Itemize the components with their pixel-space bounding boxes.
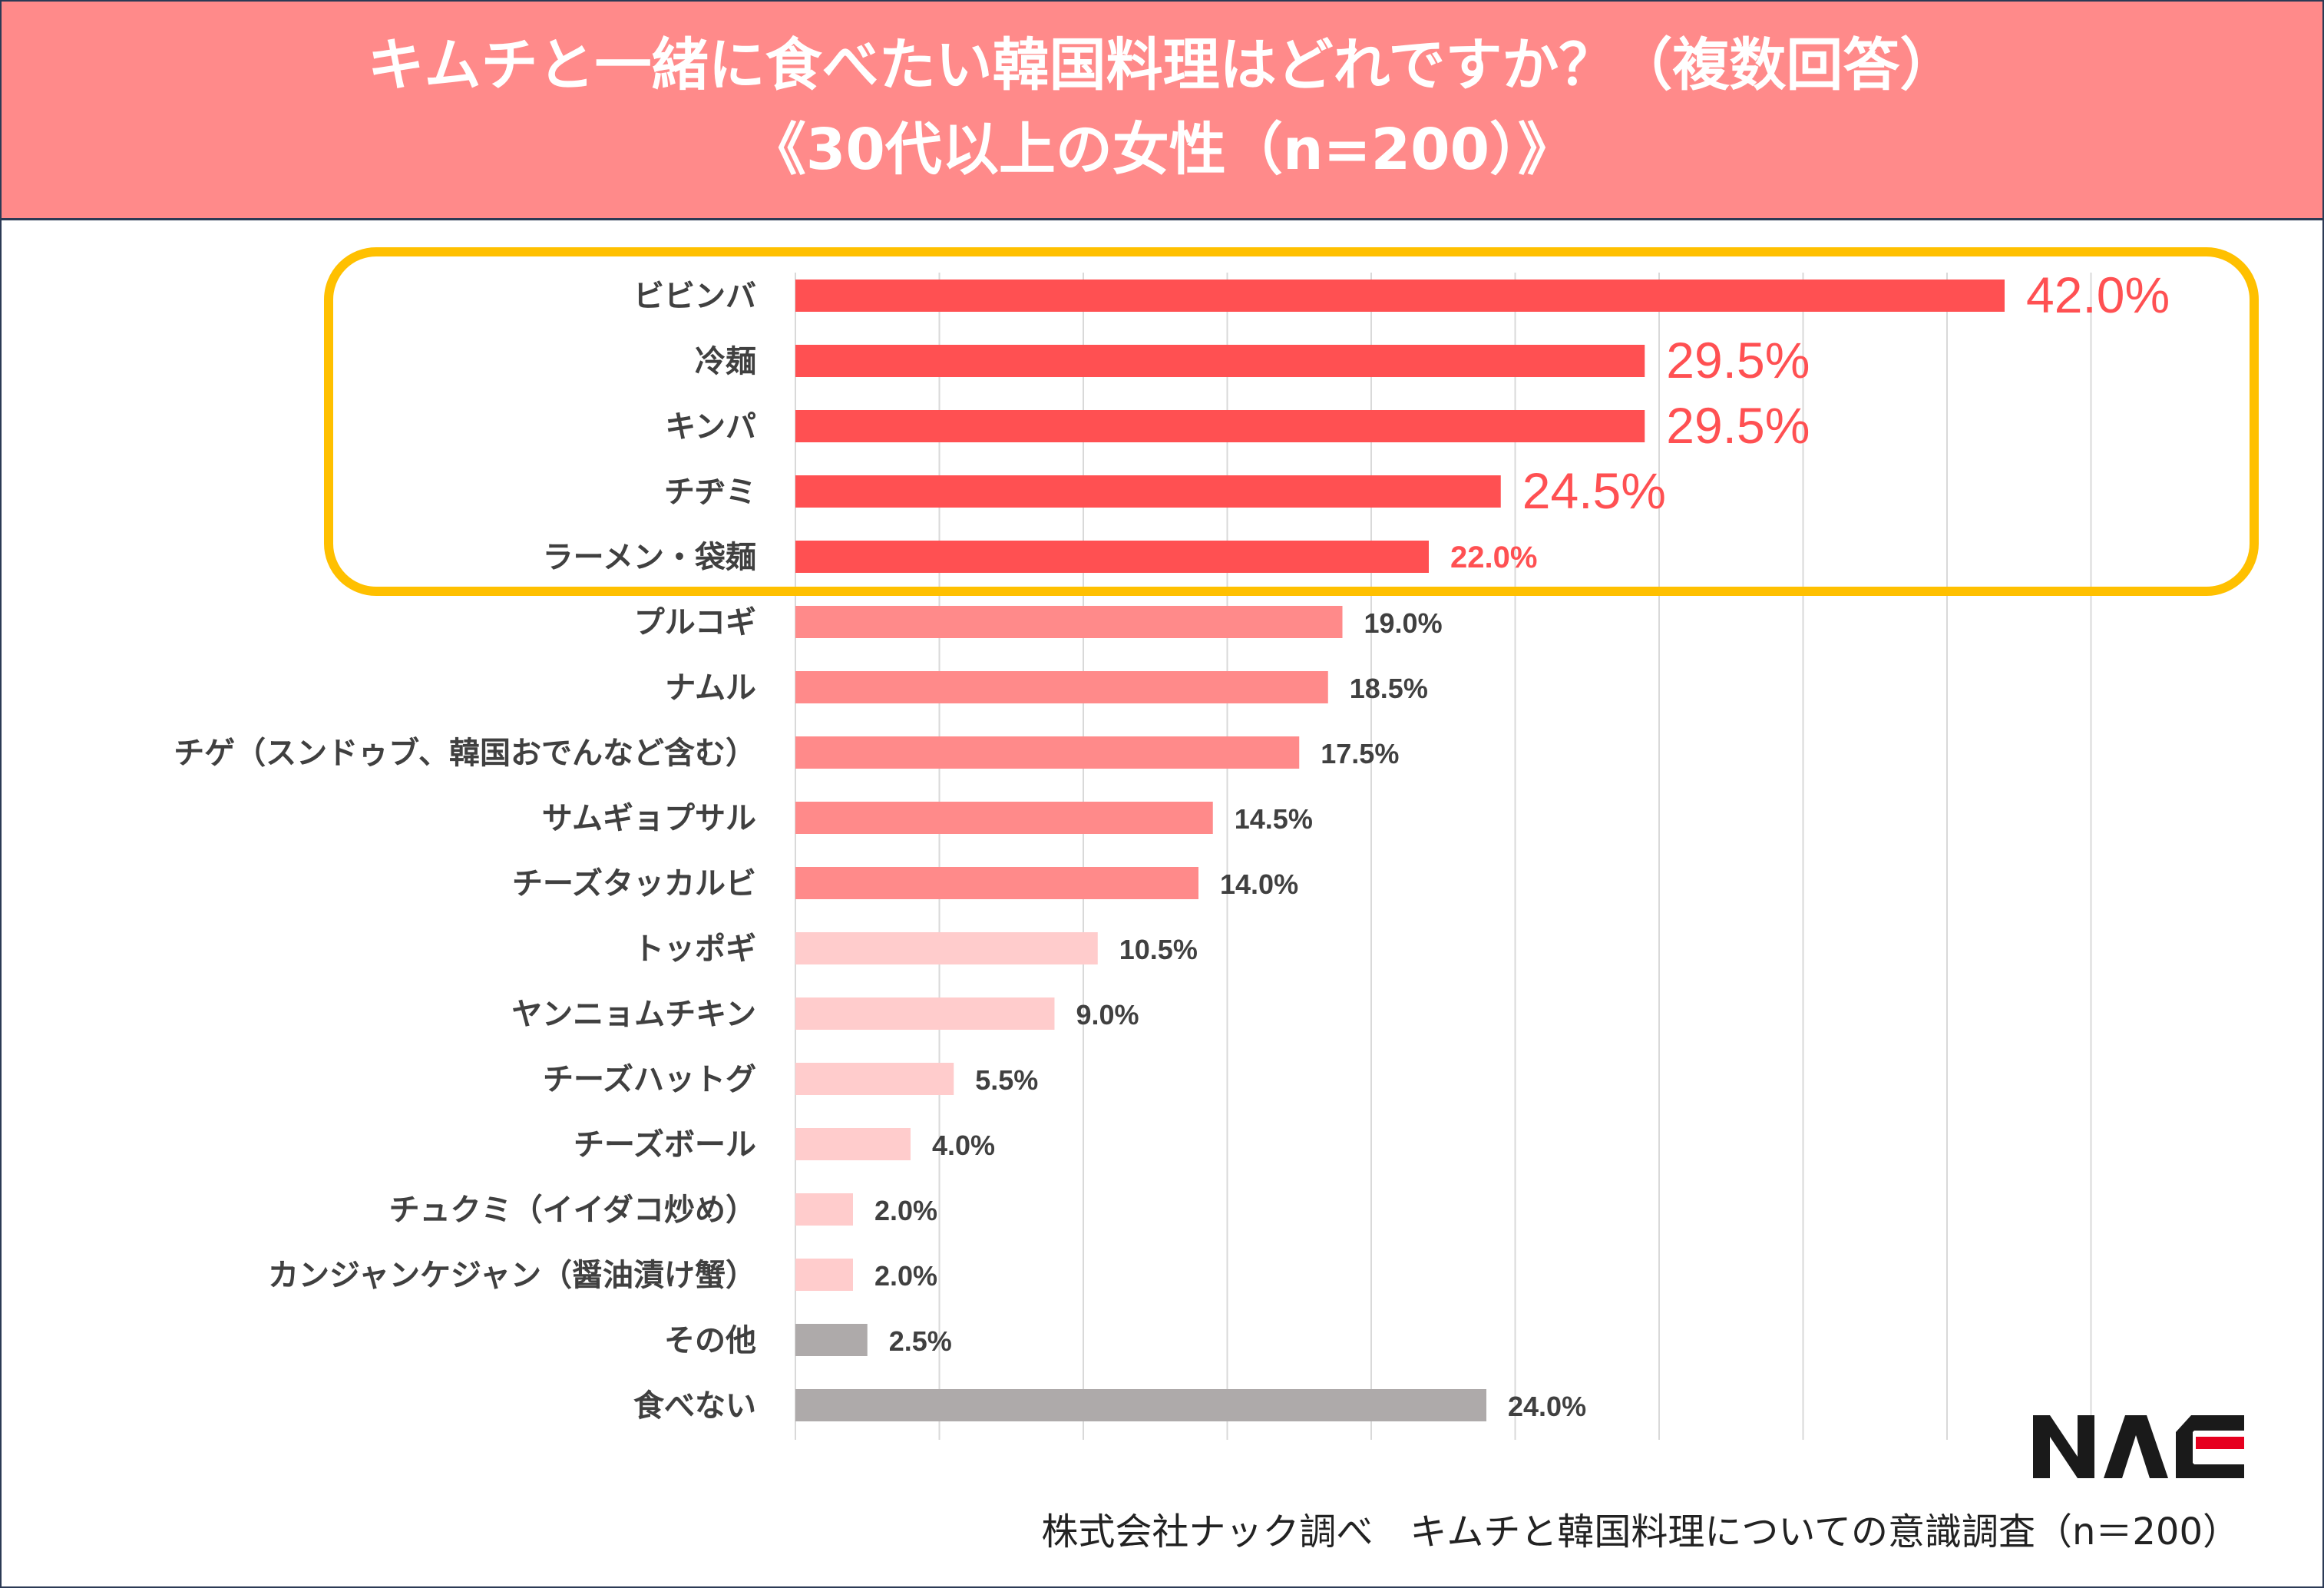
- value-label: 14.5%: [1235, 803, 1313, 835]
- category-label: チーズボール: [574, 1127, 756, 1163]
- bar: [795, 1128, 911, 1160]
- value-label: 29.5%: [1666, 397, 1810, 454]
- value-label: 2.0%: [874, 1260, 937, 1292]
- category-label: チヂミ: [664, 475, 756, 510]
- chart-title-line2: 《30代以上の女性（n=200）》: [749, 117, 1575, 183]
- bar: [795, 1259, 853, 1291]
- category-label: サムギョプサル: [542, 801, 756, 836]
- category-label: ビビンバ: [633, 279, 756, 314]
- category-label: その他: [664, 1323, 756, 1358]
- value-label: 2.0%: [874, 1195, 937, 1226]
- bar: [795, 1063, 954, 1095]
- value-label: 29.5%: [1666, 332, 1810, 389]
- bar: [795, 345, 1645, 377]
- value-label: 10.5%: [1119, 934, 1198, 965]
- value-label: 5.5%: [975, 1064, 1038, 1096]
- chart-title-line1: キムチと一緒に食べたい韓国料理はどれですか？（複数回答）: [367, 32, 1957, 98]
- bar: [795, 1193, 853, 1226]
- category-label: ヤンニョムチキン: [511, 997, 756, 1032]
- value-label: 2.5%: [889, 1325, 952, 1357]
- category-label: チュクミ（イイダコ炒め）: [389, 1193, 756, 1228]
- value-label: 17.5%: [1321, 738, 1399, 769]
- value-label: 24.0%: [1508, 1391, 1586, 1422]
- category-label: ラーメン・袋麺: [543, 540, 756, 575]
- bar: [795, 606, 1343, 638]
- category-label: ナムル: [665, 670, 756, 706]
- value-label: 4.0%: [932, 1130, 995, 1161]
- bar: [795, 475, 1501, 508]
- bar: [795, 867, 1198, 899]
- bar: [795, 410, 1645, 442]
- category-label: カンジャンケジャン（醤油漬け蟹）: [268, 1258, 756, 1293]
- bar: [795, 280, 2005, 312]
- value-label: 24.5%: [1522, 462, 1666, 519]
- bar: [795, 1324, 868, 1356]
- bar: [795, 932, 1098, 964]
- value-label: 22.0%: [1450, 541, 1537, 574]
- chart-header: キムチと一緒に食べたい韓国料理はどれですか？（複数回答） 《30代以上の女性（n…: [2, 2, 2322, 220]
- category-label: キンパ: [665, 409, 756, 445]
- category-label: 食べない: [633, 1388, 756, 1424]
- source-footnote: 株式会社ナック調べ キムチと韓国料理についての意識調査（n＝200）: [1041, 1510, 2240, 1553]
- value-label: 9.0%: [1076, 999, 1139, 1031]
- nac-logo: [2033, 1415, 2244, 1478]
- bar: [795, 671, 1328, 703]
- category-label: チーズハットグ: [543, 1062, 756, 1097]
- category-label: チゲ（スンドゥブ、韓国おでんなど含む）: [174, 736, 756, 771]
- bar: [795, 1389, 1486, 1421]
- category-label: トッポギ: [633, 931, 756, 967]
- value-label: 18.5%: [1350, 673, 1428, 704]
- category-label: 冷麺: [695, 344, 756, 379]
- category-label: プルコギ: [634, 605, 756, 640]
- bar: [795, 802, 1213, 834]
- bar: [795, 736, 1300, 769]
- value-label: 42.0%: [2026, 266, 2170, 323]
- top5-highlight-box: [324, 247, 2259, 596]
- bar: [795, 997, 1055, 1030]
- category-label: チーズタッカルビ: [512, 866, 756, 902]
- value-label: 19.0%: [1364, 607, 1443, 639]
- value-label: 14.0%: [1220, 868, 1298, 900]
- bar: [795, 541, 1429, 573]
